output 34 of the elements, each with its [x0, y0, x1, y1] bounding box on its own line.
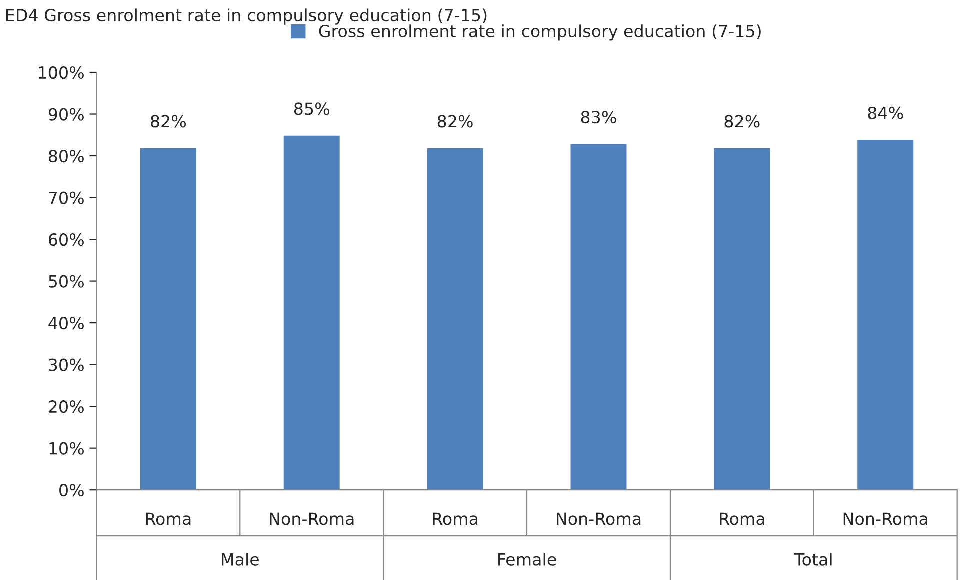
bar [856, 138, 915, 490]
y-tick-label: 80% [48, 150, 84, 163]
y-tick-label: 60% [49, 234, 84, 246]
data-label: 82% [151, 115, 186, 128]
x-tick-label: Non-Roma [270, 512, 354, 526]
y-tick-label: 10% [50, 442, 84, 455]
data-label: 82% [438, 115, 473, 128]
bar [569, 142, 628, 490]
y-tick-label: 30% [49, 358, 84, 372]
data-label: 82% [724, 115, 760, 128]
bar [426, 146, 485, 490]
y-tick-label: 20% [49, 400, 84, 414]
text: Total [794, 553, 832, 566]
bar [282, 134, 342, 490]
y-tick-label: 50% [49, 275, 84, 288]
x-tick-label: Roma [720, 512, 764, 526]
x-tick-label: Roma [146, 512, 191, 526]
x-tick-label: Non-Roma [557, 512, 641, 526]
y-tick-label: 100% [39, 66, 84, 80]
data-label: 83% [581, 110, 616, 124]
y-tick-label: 0% [60, 484, 84, 497]
text: Male [222, 553, 259, 566]
legend-label: Gross enrolment rate in compulsory education (7-15) [319, 24, 761, 41]
y-tick-label: 90% [48, 108, 84, 121]
y-tick-label: 40% [48, 317, 84, 330]
bar [712, 146, 772, 490]
x-tick-label: Non-Roma [844, 512, 928, 526]
bar [139, 146, 198, 490]
text: Female [498, 553, 556, 566]
data-label: 85% [294, 102, 330, 116]
x-tick-label: Roma [433, 512, 478, 526]
chart-title: ED4 Gross enrolment rate in compulsory education (7-15) [6, 8, 487, 25]
data-label: 84% [868, 106, 904, 120]
y-tick-label: 70% [49, 192, 84, 204]
